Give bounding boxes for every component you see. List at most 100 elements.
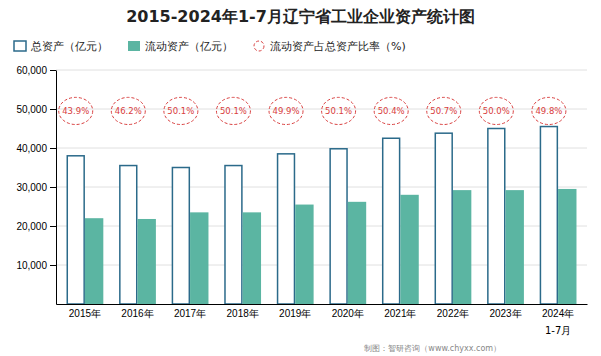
tick: 30,000: [16, 182, 56, 193]
legend-swatch: [254, 41, 264, 51]
bar: [453, 190, 471, 304]
tick-label: 2017年: [174, 308, 206, 319]
data-label: 50.1%: [220, 106, 247, 116]
ratio-marker: [216, 97, 250, 124]
tick-label: 60,000: [16, 65, 47, 76]
ratio-marker: [427, 97, 461, 124]
plot: 10,000 20,000 30,000 40,000 50,000 60,000 2015…: [16, 65, 587, 336]
tick-label: 2015年: [69, 308, 101, 319]
bar: [225, 166, 242, 304]
tick-label: 10,000: [16, 260, 47, 271]
tick: 2021年: [384, 308, 416, 319]
tick: 2019年: [279, 308, 311, 319]
tick: 10,000: [16, 260, 56, 271]
tick-label: 2018年: [227, 308, 259, 319]
bar: [120, 166, 137, 304]
legend-label: 总资产（亿元）: [30, 40, 108, 53]
bar: [295, 205, 313, 304]
tick: 20,000: [16, 221, 56, 232]
axis-line: [56, 71, 57, 305]
legend-item: 流动资产（亿元）: [128, 40, 233, 53]
bar: [540, 127, 557, 304]
tick: 2018年: [227, 308, 259, 319]
legend-swatch: [128, 41, 140, 51]
y-axis: 10,000 20,000 30,000 40,000 50,000 60,000: [16, 65, 56, 305]
bar: [278, 154, 295, 304]
bar: [348, 202, 366, 304]
x-axis: 2015年 2016年 2017年 2018年 2019年 2020年 2021年 2022年…: [57, 305, 588, 320]
tick: 40,000: [16, 143, 56, 154]
chart: 2015-2024年1-7月辽宁省工业企业资产统计图 10,000 20,000 30…: [0, 0, 601, 356]
ratio-marker: [322, 97, 356, 124]
ratio-marker: [164, 97, 198, 124]
bar: [172, 168, 189, 305]
tick-mark: [50, 70, 56, 71]
annotation: 1-7月: [545, 325, 571, 336]
marks: [59, 97, 577, 304]
ratio-marker: [479, 97, 513, 124]
tick: 2022年: [437, 308, 469, 319]
bar: [67, 156, 84, 304]
tick: 50,000: [16, 104, 56, 115]
grid-line: [56, 148, 587, 149]
data-label: 46.2%: [115, 106, 142, 116]
grid-line: [56, 70, 587, 71]
legend-item: 流动资产占总资产比率（%): [254, 40, 406, 53]
ratio-marker: [269, 97, 303, 124]
ratio-marker: [374, 97, 408, 124]
tick-mark: [50, 226, 56, 227]
tick: 2016年: [121, 308, 153, 319]
tick-label: 2016年: [121, 308, 153, 319]
tick-mark: [50, 265, 56, 266]
data-label: 49.8%: [535, 106, 562, 116]
data-label: 49.9%: [273, 106, 300, 116]
tick: 60,000: [16, 65, 56, 76]
bar: [243, 212, 261, 304]
tick: 2023年: [489, 308, 521, 319]
bar: [190, 212, 208, 304]
legend-item: 总资产（亿元）: [14, 40, 108, 53]
bar: [137, 219, 155, 304]
data-label: 50.4%: [378, 106, 405, 116]
bar: [488, 129, 505, 305]
data-label: 50.0%: [483, 106, 510, 116]
axis-line: [57, 304, 588, 305]
tick-label: 2021年: [384, 308, 416, 319]
data-label: 50.1%: [167, 106, 194, 116]
data-label: 43.9%: [62, 106, 89, 116]
tick: 2017年: [174, 308, 206, 319]
bar: [400, 195, 418, 304]
tick-label: 50,000: [16, 104, 47, 115]
bar: [383, 138, 400, 304]
bar: [435, 133, 452, 304]
tick-label: 2019年: [279, 308, 311, 319]
data-label: 50.1%: [325, 106, 352, 116]
tick-label: 20,000: [16, 221, 47, 232]
bar: [330, 149, 347, 304]
legend-label: 流动资产（亿元）: [145, 40, 233, 53]
data-labels: 43.9% 46.2% 50.1% 50.1% 49.9% 50.1% 50.4% 50.7%…: [62, 106, 562, 116]
data-label: 50.7%: [430, 106, 457, 116]
tick-mark: [50, 187, 56, 188]
bar-series: [85, 189, 577, 304]
tick-label: 40,000: [16, 143, 47, 154]
legend-swatch: [14, 41, 26, 51]
bar: [85, 218, 103, 304]
tick: 2015年: [69, 308, 101, 319]
ratio-marker: [111, 97, 145, 124]
marker-series: [59, 97, 566, 124]
ratio-marker: [532, 97, 566, 124]
bar-series: [67, 127, 557, 304]
tick-mark: [50, 148, 56, 149]
tick-mark: [50, 109, 56, 110]
tick-label: 2020年: [332, 308, 364, 319]
legend: 总资产（亿元） 流动资产（亿元） 流动资产占总资产比率（%): [14, 40, 406, 53]
bar: [558, 189, 576, 304]
tick-label: 30,000: [16, 182, 47, 193]
tick-label: 2024年: [542, 308, 574, 319]
tick: 2020年: [332, 308, 364, 319]
title: 2015-2024年1-7月辽宁省工业企业资产统计图: [126, 7, 475, 26]
bar: [506, 190, 524, 304]
tick-label: 2022年: [437, 308, 469, 319]
footer: 制图：智研咨询（www.chyxx.com）: [364, 344, 501, 353]
